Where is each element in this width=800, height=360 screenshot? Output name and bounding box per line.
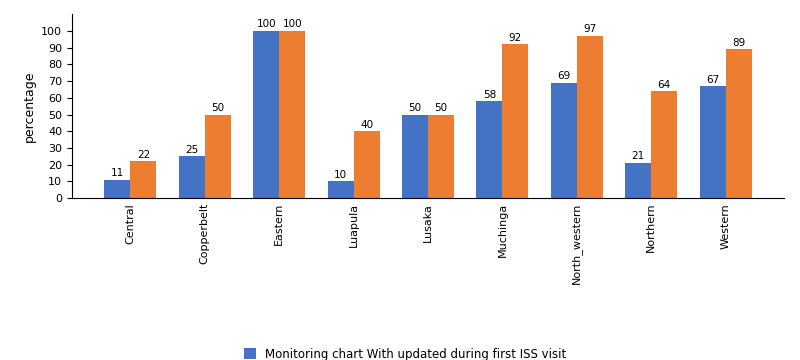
Text: 25: 25	[185, 145, 198, 154]
Bar	[428, 114, 454, 198]
Text: 50: 50	[211, 103, 224, 113]
Text: 92: 92	[509, 33, 522, 43]
Bar	[104, 180, 130, 198]
Text: 21: 21	[631, 151, 645, 161]
Text: 64: 64	[658, 80, 671, 90]
Bar	[577, 36, 603, 198]
Bar	[651, 91, 678, 198]
Text: 22: 22	[137, 150, 150, 159]
Text: 11: 11	[110, 168, 124, 178]
Bar	[726, 49, 752, 198]
Text: 97: 97	[583, 24, 597, 35]
Legend: Monitoring chart With updated during first ISS visit, Monitoring chart With upda: Monitoring chart With updated during fir…	[238, 342, 618, 360]
Bar	[625, 163, 651, 198]
Bar	[550, 83, 577, 198]
Text: 50: 50	[434, 103, 447, 113]
Bar	[178, 156, 205, 198]
Bar	[130, 161, 157, 198]
Y-axis label: percentage: percentage	[22, 71, 36, 142]
Bar	[279, 31, 306, 198]
Bar	[327, 181, 354, 198]
Bar	[476, 101, 502, 198]
Text: 100: 100	[282, 19, 302, 30]
Bar	[402, 114, 428, 198]
Bar	[699, 86, 726, 198]
Text: 10: 10	[334, 170, 347, 180]
Bar	[205, 114, 231, 198]
Text: 100: 100	[256, 19, 276, 30]
Text: 67: 67	[706, 75, 719, 85]
Text: 50: 50	[409, 103, 422, 113]
Text: 40: 40	[360, 120, 373, 130]
Bar	[354, 131, 380, 198]
Text: 58: 58	[482, 90, 496, 99]
Text: 89: 89	[732, 38, 746, 48]
Bar	[502, 44, 529, 198]
Text: 69: 69	[557, 71, 570, 81]
Bar	[253, 31, 279, 198]
